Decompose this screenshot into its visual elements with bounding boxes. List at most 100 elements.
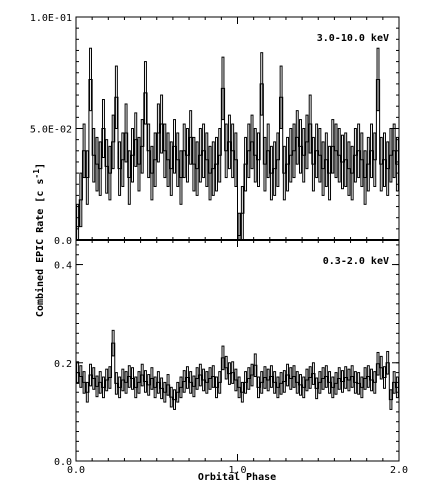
y-tick-label: 0.2 (54, 359, 72, 370)
error-bar (160, 94, 164, 154)
error-bar (114, 65, 118, 129)
error-bar (127, 365, 131, 388)
error-bar (347, 368, 351, 392)
error-bar (131, 367, 134, 390)
y-tick-label: 1.0E-01 (30, 13, 72, 24)
error-bar (92, 367, 96, 390)
error-bar (247, 123, 251, 179)
error-bar (224, 123, 228, 179)
error-bar (318, 128, 322, 183)
error-bar (299, 119, 302, 174)
error-bar (392, 371, 396, 394)
error-bar (279, 65, 283, 129)
error-bar (321, 367, 325, 390)
error-bar (108, 366, 112, 389)
error-bar (360, 376, 364, 399)
error-bar (315, 123, 319, 179)
error-bar (205, 132, 209, 187)
error-bar (341, 134, 344, 190)
error-bar (253, 128, 257, 183)
error-bar (179, 376, 183, 399)
error-bar (147, 123, 151, 179)
error-bar (134, 376, 138, 399)
energy-band-annotation: 3.0-10.0 keV (317, 33, 389, 44)
error-bar (370, 123, 374, 179)
error-bar (153, 376, 157, 399)
error-bar (124, 371, 128, 394)
error-bar (98, 141, 102, 196)
error-bar (185, 366, 189, 389)
error-bar (150, 145, 154, 201)
error-bar (185, 128, 189, 183)
error-bar (89, 363, 93, 387)
error-bar (379, 355, 383, 380)
error-bar (353, 128, 357, 183)
y-axis-label-close: ] (35, 163, 46, 169)
error-bar (173, 389, 176, 410)
error-bar (305, 368, 309, 392)
error-bar (308, 94, 312, 154)
error-bar (163, 381, 167, 403)
error-bar (260, 371, 264, 394)
error-bar (105, 368, 109, 392)
error-bar (192, 375, 196, 398)
error-bar (231, 361, 235, 384)
error-bar (140, 119, 144, 174)
error-bar (324, 132, 328, 187)
error-bar (79, 172, 83, 228)
x-tick-label: 1.0 (228, 465, 246, 476)
error-bar (376, 351, 380, 376)
error-bar (392, 123, 396, 179)
x-tick-label: 2.0 (390, 465, 408, 476)
error-bar (260, 52, 264, 116)
error-bar (111, 329, 115, 357)
error-bar (363, 150, 367, 205)
error-bar (89, 47, 93, 112)
error-bar (169, 386, 173, 408)
error-bar (382, 366, 386, 389)
error-bar (263, 366, 267, 389)
error-bar (341, 370, 344, 393)
error-bar (389, 389, 393, 410)
error-bar (150, 367, 154, 390)
error-bar (179, 150, 183, 205)
error-bar (202, 123, 206, 179)
error-bar (215, 376, 218, 399)
error-bar (386, 350, 390, 375)
error-bar (395, 376, 399, 399)
error-bar (189, 371, 193, 394)
y-tick-label: 0.4 (54, 261, 72, 272)
error-bar (395, 136, 399, 192)
error-bar (289, 128, 293, 183)
error-bar (315, 377, 319, 400)
error-bar (195, 367, 199, 390)
error-bar (328, 371, 332, 394)
error-bar (221, 56, 225, 121)
error-bar (344, 132, 348, 187)
y-axis-label-exponent: -1 (32, 169, 41, 179)
error-bar (231, 123, 235, 179)
error-bar (276, 132, 280, 187)
error-bar (347, 141, 351, 196)
error-bar (85, 381, 89, 403)
error-bar (169, 141, 173, 196)
error-bar (269, 145, 273, 201)
error-bar (299, 374, 302, 396)
error-bar (250, 363, 254, 387)
y-axis-label: Combined EPIC Rate [c s-1] (32, 163, 46, 317)
error-bar (227, 114, 231, 170)
error-bar (92, 128, 96, 183)
error-bar (337, 367, 341, 390)
error-bar (95, 375, 99, 398)
error-bar (373, 371, 377, 394)
error-bar (221, 345, 225, 371)
error-bar (257, 132, 260, 187)
error-bar (357, 123, 361, 179)
error-bar (331, 119, 335, 174)
error-bar (118, 141, 122, 196)
error-bar (202, 368, 206, 392)
error-bar (292, 123, 296, 179)
error-bar (208, 367, 212, 390)
error-bar (295, 110, 299, 165)
